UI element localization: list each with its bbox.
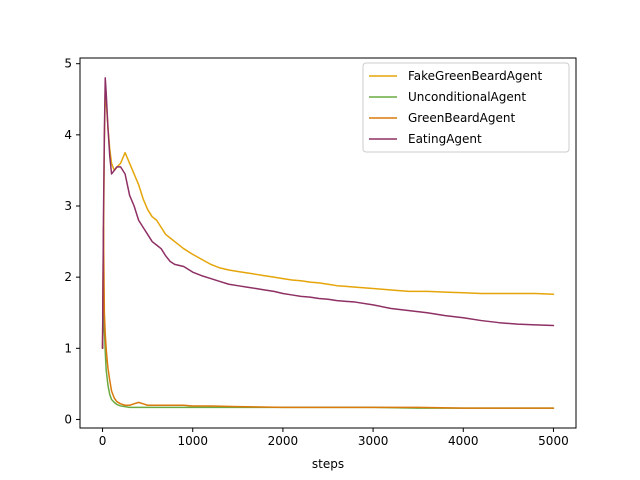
x-tick-label: 1000 [177,434,208,448]
x-axis-ticks: 0 1000 2000 3000 4000 5000 [99,428,569,448]
series-layer [101,77,555,409]
y-tick-label: 2 [64,270,72,284]
legend-box [362,62,570,153]
legend-label: UnconditionalAgent [408,90,526,104]
x-tick-label: 4000 [448,434,479,448]
axes-layer [79,57,577,429]
x-axis-label: steps [312,457,344,471]
series-line-green-beard-agent [101,226,555,409]
y-tick-label: 1 [64,341,72,355]
x-tick-label: 5000 [538,434,569,448]
y-tick-label: 0 [64,412,72,426]
plot-frame [79,57,577,429]
legend-label: EatingAgent [408,132,482,146]
series-line-eating-agent [101,77,555,350]
y-axis-ticks: 0 1 2 3 4 5 [64,57,80,426]
y-tick-label: 4 [64,128,72,142]
y-tick-label: 3 [64,199,72,213]
y-tick-label: 5 [64,57,72,71]
legend-label: FakeGreenBeardAgent [408,69,543,83]
x-tick-label: 0 [99,434,107,448]
legend: FakeGreenBeardAgent UnconditionalAgent Gre… [362,62,570,153]
x-tick-label: 2000 [268,434,299,448]
legend-label: GreenBeardAgent [408,111,515,125]
x-tick-label: 3000 [358,434,389,448]
